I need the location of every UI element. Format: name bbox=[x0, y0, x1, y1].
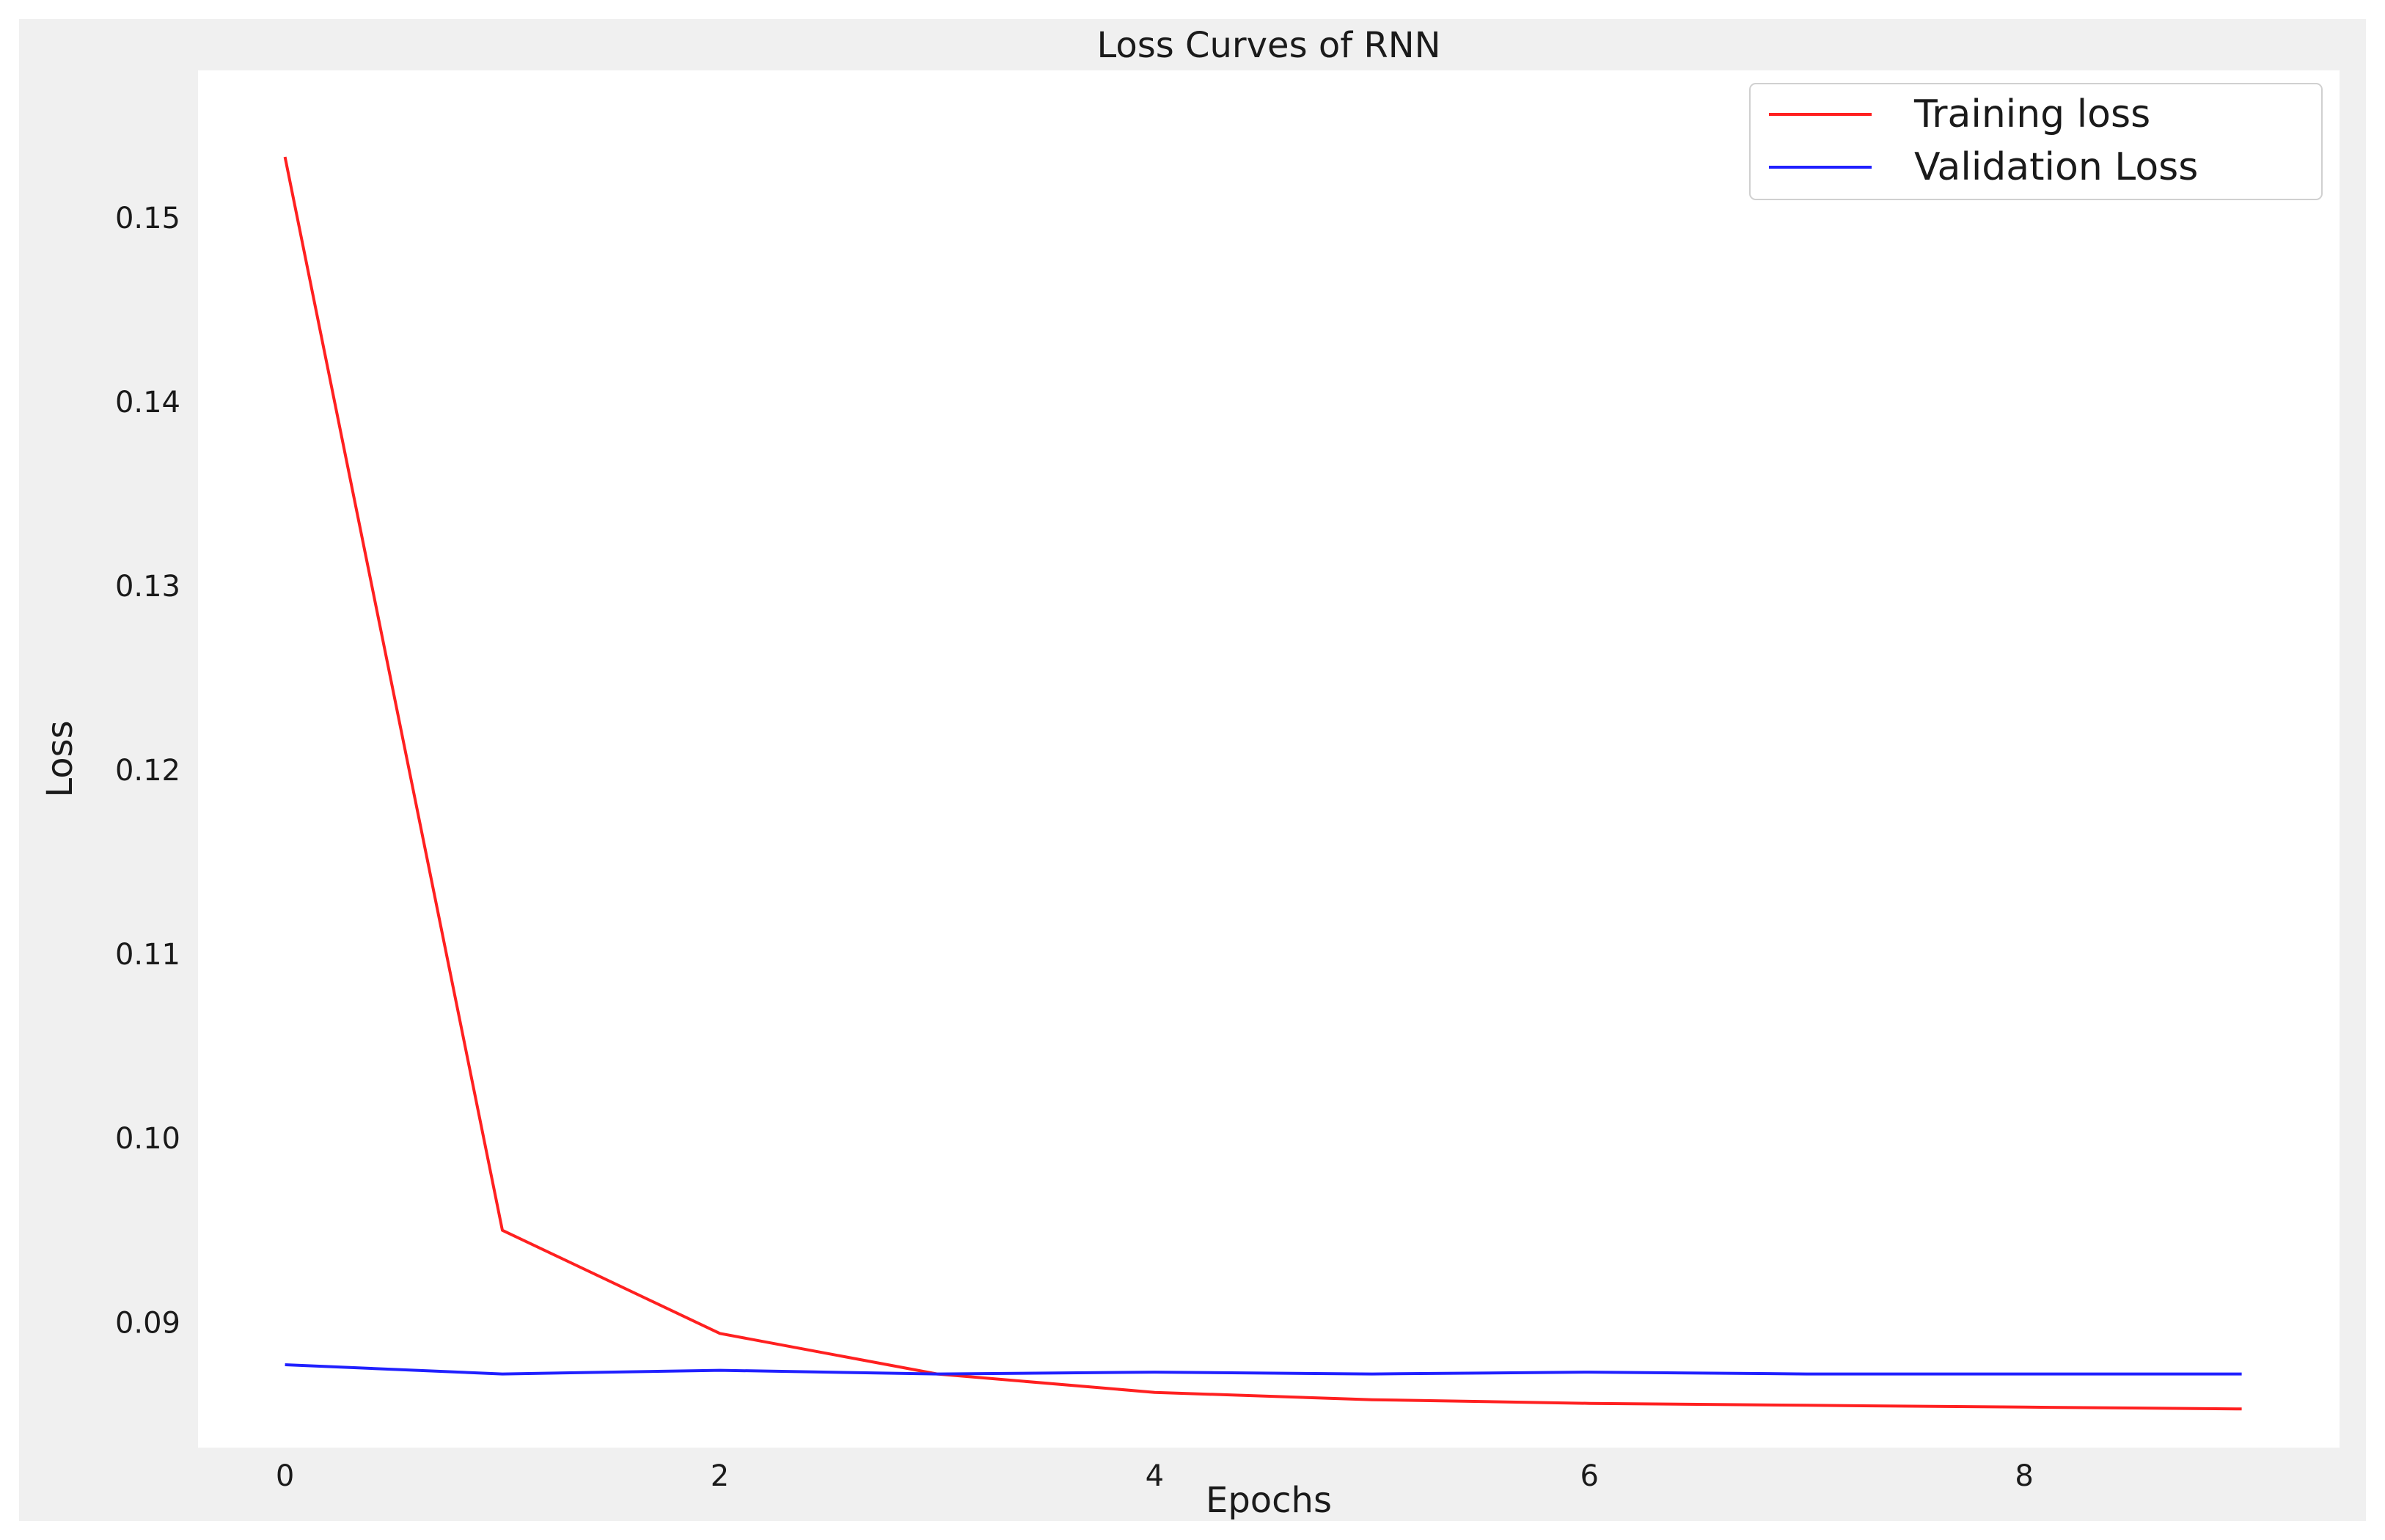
y-tick-label: 0.12 bbox=[115, 754, 180, 788]
y-axis-label: Loss bbox=[40, 720, 81, 797]
x-tick-label: 6 bbox=[1580, 1459, 1599, 1493]
y-tick-label: 0.09 bbox=[115, 1306, 180, 1340]
plot-area bbox=[198, 70, 2340, 1448]
x-tick-labels: 0 2 4 6 8 bbox=[276, 1459, 2034, 1493]
series-line-validation-loss bbox=[285, 1363, 2242, 1376]
y-tick-label: 0.13 bbox=[115, 570, 180, 604]
figure-frame: Loss Curves of RNN Epochs Loss 0 2 4 6 8 0.0… bbox=[19, 19, 2366, 1521]
series-line-training-loss bbox=[283, 156, 2242, 1411]
y-tick-label: 0.15 bbox=[115, 202, 180, 235]
loss-line-chart: Loss Curves of RNN Epochs Loss 0 2 4 6 8 0.0… bbox=[40, 25, 2340, 1521]
y-tick-labels: 0.09 0.10 0.11 0.12 0.13 0.14 0.15 bbox=[115, 202, 180, 1340]
y-tick-label: 0.10 bbox=[115, 1122, 180, 1156]
x-tick-label: 4 bbox=[1146, 1459, 1164, 1493]
x-tick-label: 8 bbox=[2015, 1459, 2033, 1493]
y-tick-label: 0.11 bbox=[115, 938, 180, 972]
series-layer bbox=[283, 156, 2242, 1411]
chart-title: Loss Curves of RNN bbox=[1096, 25, 1440, 66]
legend-label-training-loss: Training loss bbox=[1913, 92, 2150, 136]
x-axis-label: Epochs bbox=[1206, 1480, 1332, 1521]
legend: Training loss Validation Loss bbox=[1749, 83, 2323, 200]
legend-label-validation-loss: Validation Loss bbox=[1914, 145, 2198, 189]
legend-box bbox=[1749, 83, 2323, 200]
x-tick-label: 0 bbox=[276, 1459, 294, 1493]
x-tick-label: 2 bbox=[711, 1459, 729, 1493]
y-tick-label: 0.14 bbox=[115, 386, 180, 419]
